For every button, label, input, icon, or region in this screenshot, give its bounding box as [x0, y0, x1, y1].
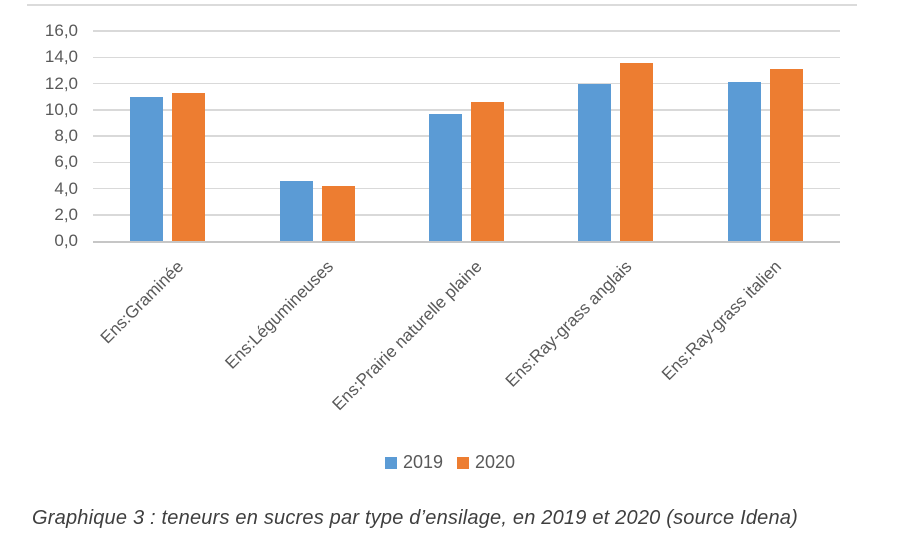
- bar-group: [93, 31, 242, 241]
- y-tick-label: 16,0: [44, 21, 78, 40]
- bar-2019-4: [727, 82, 761, 241]
- bar-2019-2: [429, 113, 463, 241]
- x-category-label: Ens:Ray-grass italien: [657, 257, 785, 385]
- legend: 2019 2020: [0, 452, 900, 473]
- bar-2020-4: [769, 69, 803, 241]
- gridline: [93, 214, 840, 216]
- bar-2019-3: [578, 83, 612, 241]
- bar-2019-0: [130, 96, 164, 241]
- plot-area: [93, 30, 840, 243]
- gridline: [93, 187, 840, 190]
- bar-group: [691, 31, 840, 241]
- gridline: [93, 109, 840, 111]
- x-category-label: Ens:Graminée: [96, 257, 188, 348]
- legend-label-2020: 2020: [475, 452, 516, 472]
- y-tick-label: 14,0: [44, 47, 78, 67]
- bar-group: [392, 31, 541, 241]
- top-border-line: [27, 4, 857, 6]
- legend-swatch-2019: [384, 456, 397, 469]
- bar-2020-3: [620, 62, 654, 241]
- y-tick-label: 0,0: [54, 231, 78, 250]
- bar-group: [242, 31, 391, 241]
- y-tick-label: 8,0: [54, 126, 78, 145]
- bar-2019-1: [279, 180, 313, 241]
- y-tick-label: 2,0: [54, 204, 78, 224]
- gridline: [93, 161, 840, 163]
- bar-2020-1: [321, 185, 355, 241]
- x-category-label: Ens:Légumineuses: [220, 257, 337, 373]
- y-tick-label: 4,0: [54, 178, 78, 198]
- x-category-label: Ens:Prairie naturelle plaine: [328, 257, 486, 415]
- gridline: [93, 56, 840, 58]
- bar-groups-container: [93, 31, 840, 241]
- gridline: [93, 30, 840, 32]
- legend-item-2019: 2019: [384, 452, 443, 473]
- y-tick-label: 10,0: [44, 99, 78, 119]
- y-tick-label: 12,0: [44, 73, 78, 93]
- legend-item-2020: 2020: [457, 452, 515, 473]
- bar-2020-2: [471, 101, 505, 241]
- gridline: [93, 82, 840, 85]
- y-tick-label: 6,0: [54, 152, 78, 172]
- bar-2020-0: [172, 92, 206, 241]
- bar-group: [541, 31, 690, 241]
- x-category-label: Ens:Ray-grass anglais: [501, 257, 636, 391]
- legend-swatch-2020: [457, 456, 469, 469]
- legend-label-2019: 2019: [402, 452, 443, 472]
- figure-caption: Graphique 3 : teneurs en sucres par type…: [32, 507, 798, 529]
- gridline: [93, 135, 840, 137]
